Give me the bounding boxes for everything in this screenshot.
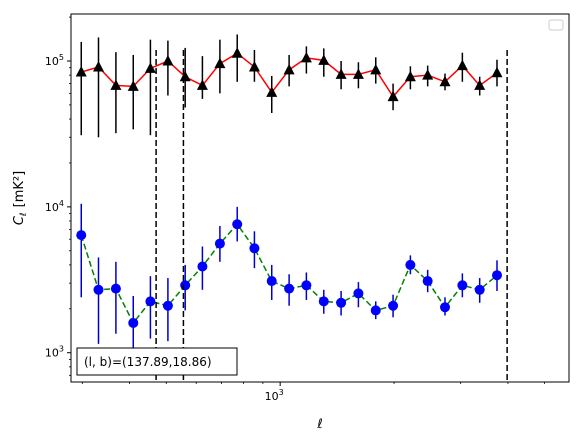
series-0-point [266,86,278,97]
series-1-point [353,288,364,299]
y-axis-label: Cℓ [mK²] [12,171,29,225]
series-0-point [92,60,104,72]
series-1-point [318,296,329,307]
plot-frame [70,13,570,383]
series-1-point [76,230,87,241]
series-1-point [336,297,347,308]
series-1-line [80,223,498,325]
y-tick-label: 103 [45,345,64,360]
series-0-point [162,55,174,66]
series-0-point [248,60,260,72]
series-1-point [491,270,502,281]
series-1-point [370,305,381,316]
series-0-point [127,80,139,91]
series-1-point [422,276,433,287]
series-1-point [232,219,243,230]
series-0-point [439,75,451,87]
series-1-point [214,238,225,249]
series-layer [75,34,503,376]
series-0-point [352,68,364,79]
series-1-point [457,280,468,291]
series-0-point [387,90,399,102]
series-1-point [110,283,121,294]
series-0-point [300,51,312,63]
series-1-point [145,296,156,307]
series-1-point [266,276,277,287]
series-0-point [404,70,416,82]
series-0-point [335,68,347,79]
series-0-point [491,66,503,78]
series-1-point [388,300,399,311]
series-0-point [474,79,486,90]
annotation-text: (l, b)=(137.89,18.86) [84,355,212,369]
series-1-point [405,259,416,270]
series-0-point [196,79,208,90]
series-1-point [162,300,173,311]
series-0-point [179,70,191,82]
series-1-point [128,317,139,328]
series-0-point [318,54,330,65]
series-1-point [301,280,312,291]
y-axis-label-sub: ℓ [19,212,29,217]
series-0-point [214,57,226,69]
series-0-point [422,69,434,80]
series-1-point [474,284,485,295]
series-1-point [93,284,104,295]
series-0-point [110,79,122,90]
series-0-point [456,59,468,71]
tick-layer: 103 104 105 103 [45,16,546,403]
series-1-point [197,261,208,272]
series-1-point [249,243,260,254]
series-1-point [284,283,295,294]
y-axis-label-main: C [12,215,27,225]
y-tick-label: 105 [45,53,64,68]
series-1-point [440,302,451,313]
svg-text:Cℓ[mK²]: Cℓ [mK²] [12,171,29,225]
y-tick-label: 104 [45,199,64,214]
annotation-box: (l, b)=(137.89,18.86) [76,347,238,376]
series-0-point [231,47,243,58]
series-0-point [283,63,295,75]
series-0-point [370,63,382,75]
y-axis-label-unit: [mK²] [12,171,27,208]
series-0-point [75,66,87,77]
series-1-point [180,280,191,291]
vline-layer [155,50,508,382]
legend-box [548,19,564,31]
x-tick-label: 103 [265,388,284,403]
series-0-point [144,62,156,73]
x-axis-label: ℓ [316,417,322,432]
